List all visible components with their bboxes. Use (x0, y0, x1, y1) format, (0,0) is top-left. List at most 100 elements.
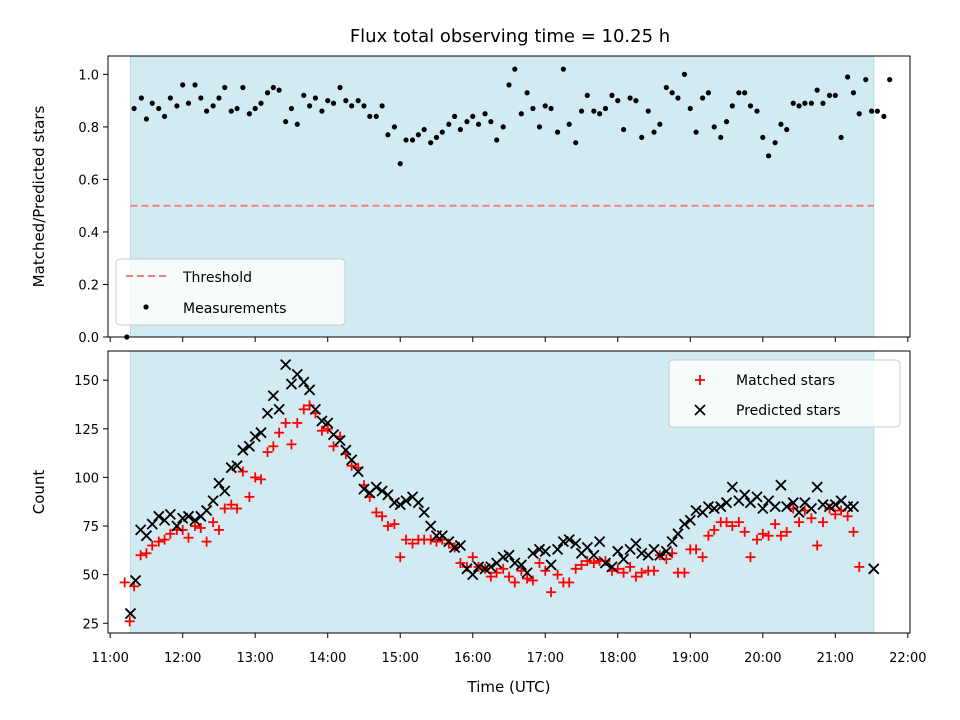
measurement-point (530, 105, 536, 112)
measurement-point (167, 95, 173, 101)
measurement-point (270, 84, 276, 91)
matched-stars-point (485, 571, 496, 582)
matched-stars-point (649, 565, 660, 576)
predicted-stars-point (829, 499, 841, 511)
measurement-point (421, 126, 427, 133)
matched-stars-point (431, 536, 442, 547)
count-y-tick-label: 125 (74, 423, 99, 438)
measurement-point (264, 90, 271, 96)
measurement-point (306, 103, 313, 109)
predicted-stars-point (751, 491, 763, 503)
measurement-point (681, 71, 688, 77)
ratio-y-axis-label: Matched/Predicted stars (30, 106, 48, 288)
predicted-stars-point (454, 539, 467, 552)
matched-stars-point (244, 491, 255, 502)
measurement-point (198, 95, 204, 101)
measurement-point (790, 100, 796, 106)
count-y-tick-label: 100 (74, 471, 99, 486)
measurement-point (591, 108, 597, 114)
measurement-point (669, 90, 675, 96)
x-tick-label: 18:00 (599, 651, 636, 666)
matched-stars-point (600, 556, 611, 567)
measurement-point (760, 134, 766, 141)
matched-stars-point (467, 552, 478, 563)
matched-stars-point (124, 616, 135, 627)
matched-stars-point (794, 517, 805, 528)
measurement-point (711, 124, 717, 130)
matched-stars-point (141, 548, 152, 559)
measurement-point (796, 103, 802, 109)
measurement-point (210, 103, 216, 109)
predicted-stars-point (322, 417, 334, 429)
predicted-stars-point (171, 520, 183, 532)
measurement-point (645, 108, 651, 114)
measurement-point (566, 121, 572, 127)
measurement-point (131, 105, 137, 112)
matched-stars-point (213, 524, 224, 535)
measurement-point (639, 134, 645, 141)
measurement-point (204, 108, 210, 114)
measurement-point (874, 108, 880, 114)
matched-stars-point (195, 522, 206, 533)
measurement-point (820, 100, 826, 106)
ratio-y-tick-label: 0.6 (78, 173, 99, 188)
measurement-point (718, 134, 724, 141)
matched-stars-point (371, 507, 382, 518)
ratio-panel: 0.0 0.2 0.4 0.6 0.8 1.0 Matched/Predicted star… (30, 55, 911, 346)
predicted-stars-point (617, 553, 630, 565)
matched-stars-point (817, 517, 828, 528)
predicted-stars-point (739, 489, 751, 501)
matched-stars-point (292, 417, 303, 428)
predicted-stars-point (231, 460, 243, 472)
matched-stars-point (135, 550, 146, 561)
matched-stars-point (389, 519, 400, 530)
measurement-point (482, 111, 488, 117)
measurement-point (845, 74, 851, 80)
x-tick-label: 22:00 (889, 651, 926, 666)
measurement-point (609, 92, 615, 98)
predicted-stars-point (787, 497, 799, 509)
measurement-point (439, 129, 445, 135)
measurement-point (802, 100, 808, 106)
predicted-stars-point (418, 506, 430, 519)
measurement-point (657, 121, 663, 127)
measurement-point (464, 119, 470, 125)
measurement-point (687, 105, 693, 112)
measurement-point (856, 111, 862, 117)
predicted-stars-point (485, 561, 497, 573)
measurement-point (518, 111, 524, 117)
measurement-point (252, 105, 258, 112)
measurement-point (560, 66, 566, 72)
predicted-stars-point (775, 479, 787, 491)
measurement-point (826, 92, 833, 98)
matched-stars-point (806, 513, 817, 524)
measurement-point (838, 134, 844, 141)
matched-stars-point (848, 526, 859, 537)
predicted-stars-point (715, 500, 727, 513)
matched-stars-point (697, 552, 708, 563)
matched-stars-point (691, 544, 702, 555)
measurement-point (542, 103, 548, 109)
measurement-point (524, 90, 530, 96)
predicted-stars-point (182, 510, 195, 522)
predicted-stars-point (425, 520, 437, 532)
measurement-point (452, 113, 458, 120)
matched-stars-point (588, 557, 599, 568)
measurements-legend-swatch (143, 304, 149, 310)
matched-stars-point (328, 441, 339, 452)
measurement-point (747, 103, 754, 109)
measurement-point (470, 113, 476, 120)
predicted-stars-point (280, 358, 292, 371)
measurement-point (700, 95, 706, 101)
matched-stars-point (509, 577, 520, 588)
predicted-legend-label: Predicted stars (736, 403, 841, 419)
matched-stars-point (504, 571, 514, 582)
matched-stars-point (775, 530, 786, 541)
measurement-point (355, 98, 361, 104)
predicted-stars-point (472, 561, 485, 573)
matched-stars-point (763, 530, 774, 541)
measurement-point (832, 92, 838, 98)
predicted-stars-point (200, 504, 213, 517)
matched-stars-point (770, 519, 781, 530)
matched-stars-point (190, 521, 201, 532)
